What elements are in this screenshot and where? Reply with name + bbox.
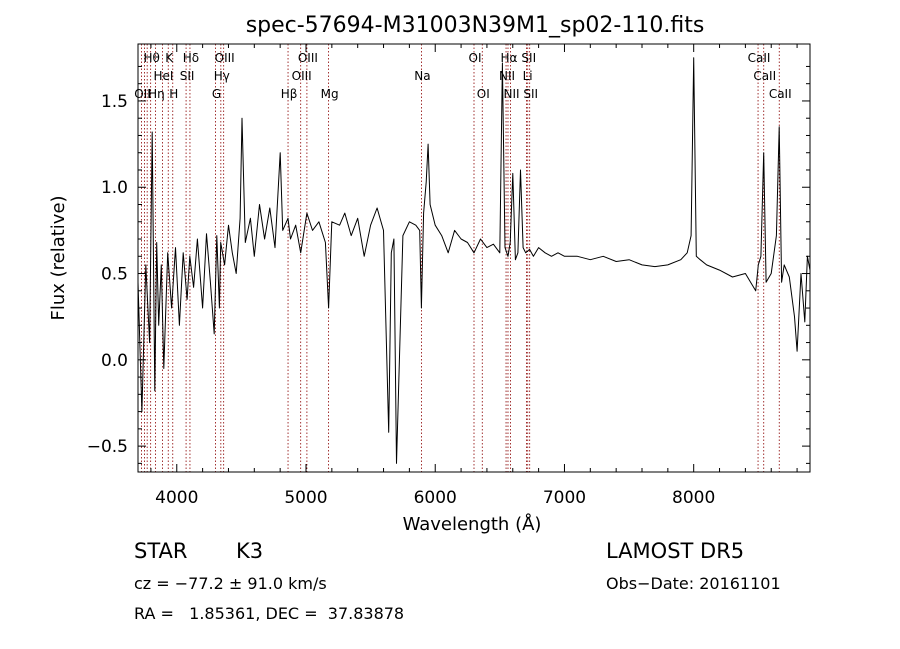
x-axis-ticks: 4000 5000 6000 7000 8000 xyxy=(150,44,798,508)
line-label-22: NII xyxy=(504,87,520,101)
line-label-16: Mg xyxy=(321,87,339,101)
line-label-19: OI xyxy=(477,87,490,101)
redshift-velocity: cz = −77.2 ± 91.0 km/s xyxy=(134,574,327,593)
line-label-20: NII xyxy=(499,69,515,83)
line-label-18: OI xyxy=(469,51,482,65)
line-label-17: Na xyxy=(414,69,430,83)
line-label-8: SII xyxy=(180,69,195,83)
line-label-21: Hα xyxy=(501,51,518,65)
line-label-14: OIII xyxy=(292,69,312,83)
line-label-11: Hγ xyxy=(214,69,230,83)
line-label-24: SII xyxy=(521,51,536,65)
flux-series xyxy=(137,57,811,464)
object-subclass: K3 xyxy=(236,539,264,563)
line-label-6: K xyxy=(165,51,174,65)
y-tick-label-2: 0.5 xyxy=(101,265,128,285)
line-label-7: H xyxy=(169,87,178,101)
spectral-line-markers xyxy=(141,44,780,472)
chart-title: spec-57694-M31003N39M1_sp02-110.fits xyxy=(246,13,705,38)
y-axis-ticks: −0.5 0.0 0.5 1.0 1.5 xyxy=(87,65,810,464)
y-tick-label-0: −0.5 xyxy=(87,437,128,457)
line-label-10: G xyxy=(212,87,221,101)
line-label-15: OIII xyxy=(298,51,318,65)
line-label-27: CaII xyxy=(753,69,776,83)
plot-frame xyxy=(137,43,811,473)
x-axis-label: Wavelength (Å) xyxy=(403,513,542,535)
line-label-5: HeI xyxy=(153,69,173,83)
survey-name: LAMOST DR5 xyxy=(606,539,745,563)
x-tick-label-1: 5000 xyxy=(284,488,327,508)
y-axis-label: Flux (relative) xyxy=(48,195,69,320)
x-tick-label-4: 8000 xyxy=(672,488,715,508)
y-tick-label-4: 1.5 xyxy=(101,92,128,112)
y-tick-label-1: 0.0 xyxy=(101,351,128,371)
line-label-13: Hβ xyxy=(281,87,298,101)
object-class: STAR xyxy=(134,539,188,563)
observation-date: Obs−Date: 20161101 xyxy=(606,574,781,593)
x-tick-label-0: 4000 xyxy=(155,488,198,508)
flux-line xyxy=(137,57,811,464)
line-label-9: Hδ xyxy=(183,51,199,65)
y-tick-label-3: 1.0 xyxy=(101,178,128,198)
line-label-3: Hθ xyxy=(143,51,159,65)
line-label-25: SII xyxy=(523,87,538,101)
line-label-28: CaII xyxy=(769,87,792,101)
line-label-12: OIII xyxy=(215,51,235,65)
line-label-23: Li xyxy=(523,69,533,83)
x-tick-label-2: 6000 xyxy=(414,488,457,508)
sky-coordinates: RA = 1.85361, DEC = 37.83878 xyxy=(134,604,405,623)
line-label-26: CaII xyxy=(748,51,771,65)
x-tick-label-3: 7000 xyxy=(543,488,586,508)
line-label-4: Hη xyxy=(148,87,165,101)
